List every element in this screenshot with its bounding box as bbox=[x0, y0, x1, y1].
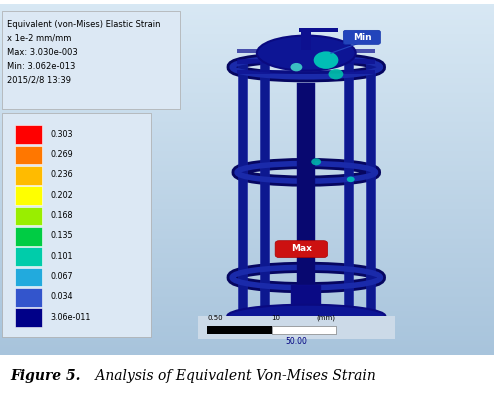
Ellipse shape bbox=[227, 305, 385, 328]
Bar bbox=[291, 285, 321, 313]
Text: Min: Min bbox=[353, 33, 371, 42]
Bar bbox=[366, 60, 375, 320]
Bar bbox=[15, 166, 42, 185]
Bar bbox=[15, 288, 42, 307]
Bar bbox=[352, 313, 360, 334]
Text: 10: 10 bbox=[272, 315, 281, 320]
Bar bbox=[15, 186, 42, 205]
Bar bbox=[198, 316, 395, 339]
Bar bbox=[238, 60, 247, 320]
Ellipse shape bbox=[257, 35, 356, 71]
Bar bbox=[237, 49, 375, 53]
Circle shape bbox=[329, 69, 343, 79]
Bar bbox=[207, 326, 272, 334]
Text: 0.269: 0.269 bbox=[51, 150, 74, 159]
Bar bbox=[272, 326, 336, 334]
Text: 0.101: 0.101 bbox=[51, 251, 74, 261]
Text: 2015/2/8 13:39: 2015/2/8 13:39 bbox=[7, 76, 72, 85]
Text: 0.202: 0.202 bbox=[51, 191, 74, 199]
Text: 50.00: 50.00 bbox=[286, 337, 307, 346]
Text: 0.50: 0.50 bbox=[207, 315, 223, 320]
Bar bbox=[237, 70, 375, 74]
Bar bbox=[327, 313, 335, 334]
Circle shape bbox=[314, 51, 338, 69]
Text: 0.168: 0.168 bbox=[51, 211, 74, 220]
Text: 0.135: 0.135 bbox=[51, 231, 74, 240]
Bar bbox=[253, 313, 261, 334]
Text: Analysis of Equivalent Von-Mises Strain: Analysis of Equivalent Von-Mises Strain bbox=[90, 370, 375, 383]
Bar bbox=[15, 125, 42, 144]
Circle shape bbox=[311, 158, 321, 165]
Circle shape bbox=[290, 63, 302, 71]
Text: 0.303: 0.303 bbox=[51, 130, 74, 139]
Bar bbox=[260, 60, 269, 320]
Bar bbox=[297, 83, 315, 302]
Text: 0.067: 0.067 bbox=[51, 272, 74, 281]
Text: Figure 5.: Figure 5. bbox=[10, 370, 81, 383]
Bar bbox=[299, 28, 338, 32]
FancyBboxPatch shape bbox=[343, 30, 380, 44]
Text: (mm): (mm) bbox=[316, 315, 335, 321]
Text: x 1e-2 mm/mm: x 1e-2 mm/mm bbox=[7, 34, 72, 43]
Bar bbox=[301, 29, 311, 50]
Text: 0.034: 0.034 bbox=[51, 292, 74, 301]
Bar bbox=[15, 268, 42, 286]
Bar bbox=[278, 313, 286, 334]
Circle shape bbox=[347, 177, 355, 182]
FancyBboxPatch shape bbox=[275, 241, 328, 258]
Text: Min: 3.062e-013: Min: 3.062e-013 bbox=[7, 62, 76, 71]
Bar bbox=[344, 60, 353, 320]
Bar bbox=[15, 227, 42, 245]
Text: 3.06e-011: 3.06e-011 bbox=[51, 313, 91, 322]
FancyBboxPatch shape bbox=[2, 11, 180, 109]
Bar bbox=[15, 145, 42, 164]
Bar bbox=[15, 207, 42, 225]
Text: 0.236: 0.236 bbox=[51, 170, 74, 179]
Text: Equivalent (von-Mises) Elastic Strain: Equivalent (von-Mises) Elastic Strain bbox=[7, 20, 161, 29]
Bar bbox=[15, 247, 42, 266]
Text: Max: Max bbox=[291, 244, 312, 253]
Text: Max: 3.030e-003: Max: 3.030e-003 bbox=[7, 48, 78, 57]
Bar bbox=[237, 59, 375, 64]
Bar bbox=[15, 308, 42, 327]
FancyBboxPatch shape bbox=[2, 113, 151, 337]
